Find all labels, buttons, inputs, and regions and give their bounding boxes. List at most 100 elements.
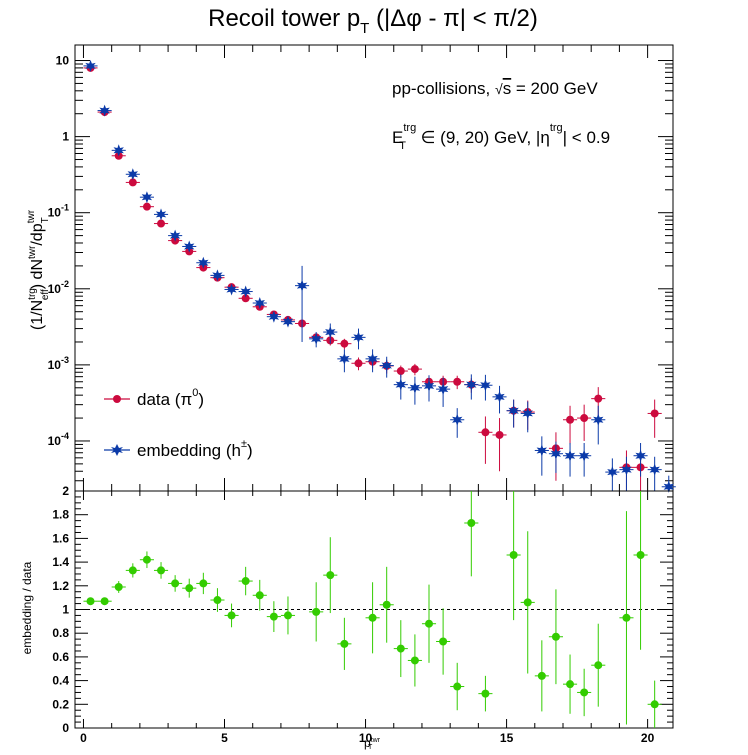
ratio-point <box>128 566 137 575</box>
top-plot-frame <box>74 44 674 492</box>
embedding-point <box>339 352 350 365</box>
ratio-point <box>551 632 560 641</box>
ratio-point <box>185 584 194 593</box>
ratio-point <box>622 613 631 622</box>
ratio-point <box>410 656 419 665</box>
ratio-point <box>636 550 645 559</box>
embedding-point <box>198 256 209 269</box>
ratio-point <box>269 612 278 621</box>
y-tick-label: 10 <box>56 54 70 68</box>
data-point <box>157 219 166 228</box>
ratio-point <box>142 555 151 564</box>
legend-entry-embedding: embedding (h±) <box>104 438 253 460</box>
x-tick-label: 15 <box>500 731 514 745</box>
top-y-axis-label: (1/Ntrg eff) dNtwr/dpTtwr <box>26 209 51 330</box>
y-tick-label: 10-2 <box>48 279 69 296</box>
ratio-point <box>650 700 659 709</box>
ratio-point <box>580 688 589 697</box>
embedding-point <box>85 59 96 72</box>
ratio-point <box>523 598 532 607</box>
embedding-point <box>395 378 406 391</box>
legend: data (π0) embedding (h±) <box>104 387 253 460</box>
ratio-point <box>509 550 518 559</box>
data-point <box>594 394 603 403</box>
embedding-point <box>325 326 336 339</box>
embedding-point <box>423 379 435 392</box>
y-tick-label: 1.4 <box>52 555 69 569</box>
ratio-axis-ticks <box>75 490 673 729</box>
embedding-point <box>141 191 153 204</box>
ratio-point <box>340 639 349 648</box>
ratio-point <box>453 682 462 691</box>
embedding-point <box>635 449 646 462</box>
embedding-point <box>536 444 547 457</box>
embedding-point <box>268 310 280 323</box>
embedding-point <box>649 463 660 476</box>
ratio-point <box>171 579 180 588</box>
data-point <box>453 377 462 386</box>
ratio-point <box>566 680 575 689</box>
x-tick-labels: 0 5 10 15 20 <box>80 731 654 745</box>
x-tick-label: 5 <box>221 731 228 745</box>
embedding-point <box>311 332 322 345</box>
data-point <box>495 430 504 439</box>
y-tick-label: 0.8 <box>52 626 69 640</box>
data-point <box>128 178 137 187</box>
ratio-point <box>213 596 222 605</box>
embedding-point <box>579 449 590 462</box>
data-point <box>566 415 575 424</box>
embedding-point <box>169 229 181 242</box>
data-point <box>354 359 363 368</box>
data-point <box>481 428 490 437</box>
embedding-point <box>367 352 378 365</box>
embedding-point <box>99 104 110 117</box>
embedding-point <box>452 413 463 426</box>
legend-label-embedding: embedding (h±) <box>137 438 253 460</box>
top-y-tick-labels: 10-4 10-3 10-2 10-1 1 10 <box>48 54 70 448</box>
embedding-point <box>621 463 632 476</box>
data-point <box>396 367 405 376</box>
embedding-point <box>296 279 308 292</box>
ratio-point <box>283 611 292 620</box>
embedding-point <box>480 379 491 392</box>
ratio-point <box>114 582 123 591</box>
ratio-point <box>86 597 95 606</box>
y-tick-label: 0.2 <box>52 697 69 711</box>
y-tick-label: 0 <box>62 721 69 735</box>
ratio-point <box>537 671 546 680</box>
embedding-point <box>550 447 562 460</box>
embedding-point <box>155 208 167 221</box>
embedding-point <box>240 285 251 298</box>
y-tick-label: 2 <box>62 484 69 498</box>
y-tick-label: 0.6 <box>52 650 69 664</box>
x-tick-label: 0 <box>80 731 87 745</box>
ratio-point <box>425 619 434 628</box>
ratio-point <box>368 613 377 622</box>
y-tick-label: 1 <box>62 603 69 617</box>
ratio-point <box>199 579 208 588</box>
y-tick-label: 1 <box>62 130 69 144</box>
embedding-point <box>212 269 223 282</box>
ratio-point <box>467 518 476 527</box>
legend-entry-data: data (π0) <box>104 387 204 409</box>
embedding-point <box>437 383 449 396</box>
legend-marker-data <box>113 395 121 403</box>
ratio-point <box>241 577 250 586</box>
embedding-point <box>381 359 392 372</box>
embedding-point <box>494 390 505 403</box>
ratio-point <box>382 600 391 609</box>
embedding-point <box>113 144 124 157</box>
y-tick-label: 10-4 <box>48 431 69 448</box>
data-point <box>410 365 419 374</box>
data-point <box>580 414 589 423</box>
embedding-point <box>127 168 138 181</box>
embedding-point <box>607 466 618 479</box>
ratio-point <box>594 661 603 670</box>
legend-marker-embedding <box>111 444 123 456</box>
data-point <box>650 409 659 418</box>
y-tick-label: 1.6 <box>52 531 69 545</box>
collision-annotation: pp-collisions, √s = 200 GeV <box>392 79 598 98</box>
ratio-y-tick-labels: 0 0.2 0.4 0.6 0.8 1 1.2 1.4 1.6 1.8 2 <box>52 484 69 735</box>
embedding-point <box>282 315 294 328</box>
